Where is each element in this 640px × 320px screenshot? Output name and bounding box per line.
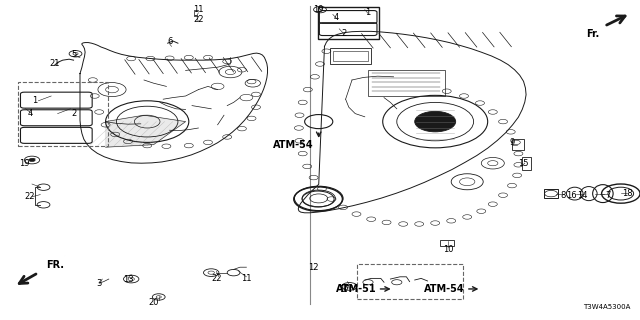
Text: ATM-54: ATM-54 — [273, 140, 314, 150]
Text: T3W4A5300A: T3W4A5300A — [583, 304, 630, 310]
Text: 3: 3 — [97, 279, 102, 288]
Text: 16: 16 — [566, 191, 577, 200]
Bar — [522, 157, 531, 170]
Text: ATM-51: ATM-51 — [336, 284, 376, 294]
Text: Fr.: Fr. — [586, 29, 599, 39]
Bar — [318, 7, 379, 39]
Bar — [18, 82, 108, 146]
Text: 15: 15 — [518, 159, 528, 168]
Bar — [440, 240, 454, 246]
Text: 4: 4 — [333, 13, 339, 22]
Bar — [357, 264, 463, 299]
Text: 22: 22 — [24, 192, 35, 201]
Text: 19: 19 — [313, 5, 323, 14]
Text: 22: 22 — [193, 15, 204, 24]
Text: 1: 1 — [33, 96, 38, 105]
Text: 11: 11 — [193, 5, 204, 14]
Text: 14: 14 — [577, 191, 588, 200]
Bar — [512, 139, 524, 150]
Text: 21: 21 — [49, 60, 60, 68]
Text: 2: 2 — [71, 109, 76, 118]
Polygon shape — [80, 43, 268, 163]
Text: 9: 9 — [509, 138, 515, 147]
Bar — [544, 189, 558, 198]
Text: 2: 2 — [341, 29, 346, 38]
Text: 1: 1 — [365, 8, 371, 17]
Circle shape — [29, 158, 35, 162]
Text: 10: 10 — [443, 245, 453, 254]
Text: 20: 20 — [148, 298, 159, 307]
Text: 17: 17 — [339, 285, 349, 294]
Polygon shape — [298, 31, 526, 213]
Text: 18: 18 — [622, 189, 632, 198]
Bar — [368, 70, 445, 96]
Text: 22: 22 — [211, 274, 221, 283]
Bar — [330, 48, 371, 64]
Bar — [333, 51, 368, 61]
Text: 8: 8 — [561, 191, 566, 200]
Text: ATM-54: ATM-54 — [424, 284, 465, 294]
Text: 11: 11 — [241, 274, 252, 283]
Text: 5: 5 — [71, 50, 76, 59]
Text: 12: 12 — [308, 263, 319, 272]
Polygon shape — [106, 115, 186, 147]
Circle shape — [415, 111, 456, 132]
Text: 19: 19 — [19, 159, 29, 168]
Text: 4: 4 — [28, 109, 33, 118]
Text: 6: 6 — [167, 37, 172, 46]
Text: FR.: FR. — [46, 260, 64, 270]
Text: 13: 13 — [123, 276, 133, 284]
Text: 7: 7 — [605, 191, 611, 200]
